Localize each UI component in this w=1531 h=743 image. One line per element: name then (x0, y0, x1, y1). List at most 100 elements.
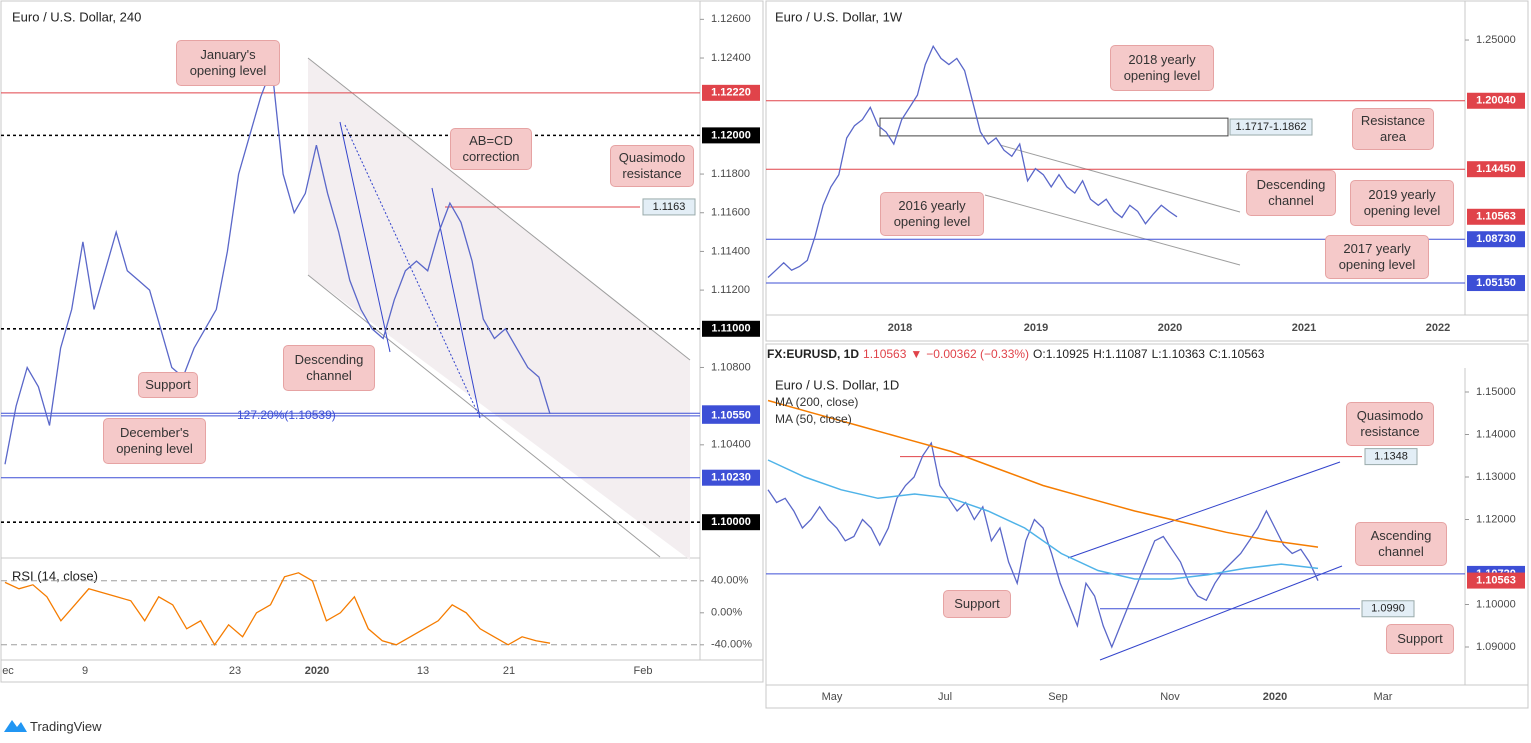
callout: December's opening level (103, 418, 206, 464)
x-tick-label: 2020 (1158, 322, 1182, 334)
callout: 2016 yearly opening level (880, 192, 984, 236)
level-label: 1.08730 (1476, 233, 1516, 245)
y-tick-label: 1.14000 (1476, 428, 1516, 440)
marker-label: 1.1348 (1374, 451, 1408, 463)
level-label-box (702, 469, 760, 486)
marker-box (1361, 600, 1415, 618)
abcd-leg (431, 187, 481, 419)
level-label: 1.14450 (1476, 163, 1516, 175)
level-label: 1.05150 (1476, 277, 1516, 289)
y-tick-label: 1.10000 (1476, 598, 1516, 610)
y-tick-label: 1.12600 (711, 13, 751, 25)
level-label: 1.10000 (711, 516, 751, 528)
x-tick-label: 2019 (1024, 322, 1048, 334)
x-tick-label: Mar (1374, 691, 1393, 703)
x-tick-label: ec (2, 665, 14, 677)
abcd-leg (339, 121, 391, 353)
callout: Descending channel (283, 345, 375, 391)
level-label: 1.10563 (1476, 574, 1516, 586)
y-tick-label: -40.00% (711, 639, 752, 651)
y-tick-label: 1.11600 (711, 207, 750, 219)
channel-line (1067, 461, 1341, 559)
y-tick-label: 1.11200 (711, 284, 750, 296)
header-low: L:1.10363 (1151, 347, 1205, 361)
x-tick-label: 2022 (1426, 322, 1450, 334)
header-close: C:1.10563 (1208, 347, 1265, 361)
brand: TradingView (30, 719, 102, 734)
level-label-box (702, 320, 760, 337)
header-symbol: FX:EURUSD, 1D (767, 347, 860, 361)
callout: January's opening level (176, 40, 280, 86)
header-high: H:1.11087 (1093, 347, 1148, 361)
panel-frame (765, 343, 1529, 709)
x-tick-label: 2021 (1292, 322, 1316, 334)
callout: Quasimodo resistance (1346, 402, 1434, 446)
header-last: 1.10563 (863, 347, 907, 361)
chart-title: RSI (14, close) (12, 568, 98, 583)
channel-fill (308, 58, 690, 560)
series-line (767, 441, 1319, 649)
y-tick-label: 1.12000 (1476, 513, 1516, 525)
y-tick-label: 1.11400 (711, 245, 750, 257)
zone (879, 117, 1229, 137)
x-tick-label: Jul (938, 691, 952, 703)
series-line (4, 572, 551, 647)
callout: Support (138, 372, 198, 398)
x-tick-label: May (822, 691, 843, 703)
fib-label: 127.20%(1.10539) (237, 408, 336, 422)
marker-label: 1.1163 (653, 201, 686, 213)
chart-title: Euro / U.S. Dollar, 1D (775, 377, 899, 392)
panel-frame (765, 0, 1529, 342)
x-tick-label: 2020 (305, 665, 329, 677)
callout: 2018 yearly opening level (1110, 45, 1214, 91)
legend-entry: MA (200, close) (775, 395, 858, 409)
y-tick-label: 1.13000 (1476, 471, 1516, 483)
chart-title: Euro / U.S. Dollar, 1W (775, 9, 903, 24)
zone-label: 1.1717-1.1862 (1236, 121, 1307, 133)
level-label: 1.12220 (711, 87, 751, 99)
callout: 2017 yearly opening level (1325, 235, 1429, 279)
level-label-box (702, 84, 760, 101)
y-tick-label: 40.00% (711, 575, 749, 587)
callout: Quasimodo resistance (610, 145, 694, 187)
header-change: −0.00362 (−0.33%) (926, 347, 1030, 361)
x-tick-label: 13 (417, 665, 429, 677)
series-line (767, 459, 1319, 580)
level-label: 1.12000 (711, 129, 751, 141)
x-tick-label: Nov (1160, 691, 1180, 703)
marker-box (642, 198, 696, 216)
y-tick-label: 1.12400 (711, 52, 751, 64)
header-arrow: ▼ (910, 347, 923, 361)
brand-logo (4, 720, 27, 732)
level-label: 1.10550 (711, 410, 751, 422)
level-label-box (1467, 208, 1525, 225)
legend-entry: MA (50, close) (775, 412, 852, 426)
y-tick-label: 1.25000 (1476, 34, 1516, 46)
y-tick-label: 1.10800 (711, 361, 751, 373)
level-label-box (1467, 275, 1525, 292)
level-label-box (1467, 161, 1525, 178)
marker-box (1364, 448, 1418, 466)
channel-line (307, 57, 691, 361)
y-tick-label: 1.10400 (711, 439, 751, 451)
x-tick-label: 21 (503, 665, 515, 677)
panel-frame (0, 0, 764, 683)
level-label-box (1467, 572, 1525, 589)
callout: Support (1386, 624, 1454, 654)
level-label-box (1467, 92, 1525, 109)
header-open: O:1.10925 (1033, 347, 1090, 361)
zone-label-box (1229, 118, 1313, 136)
series-line (4, 67, 551, 465)
x-tick-label: Sep (1048, 691, 1068, 703)
callout: AB=CD correction (450, 128, 532, 170)
y-tick-label: 1.11800 (711, 168, 750, 180)
channel-line (999, 144, 1241, 213)
y-tick-label: 0.00% (711, 607, 742, 619)
x-tick-label: 2020 (1263, 691, 1287, 703)
level-label: 1.20040 (1476, 95, 1516, 107)
x-tick-label: 9 (82, 665, 88, 677)
callout: Support (943, 590, 1011, 618)
x-tick-label: 2018 (888, 322, 912, 334)
